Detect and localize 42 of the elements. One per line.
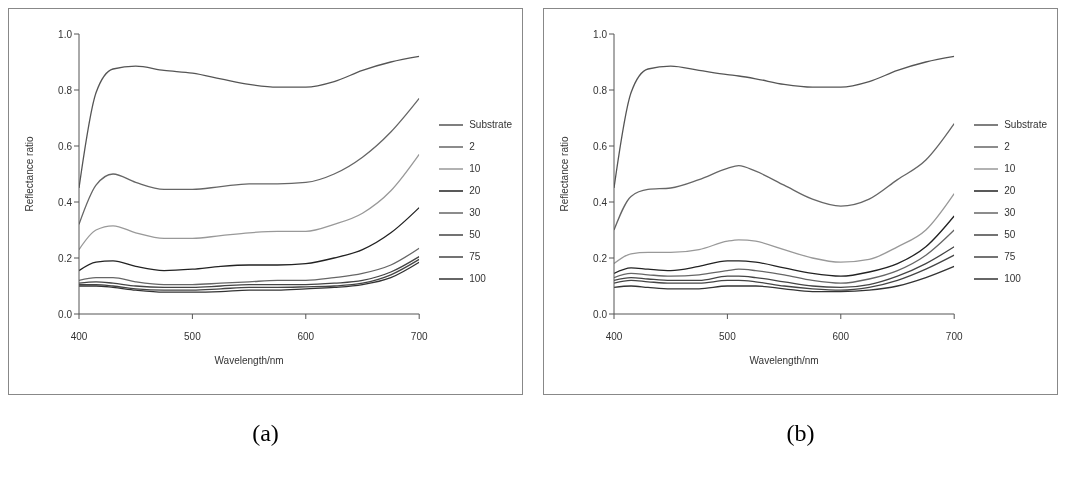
legend-label: 50 [1004,229,1016,240]
x-tick-label: 700 [945,331,963,343]
x-tick-label: 700 [410,331,428,343]
legend-label: 20 [469,185,481,196]
x-tick-label: 600 [297,331,315,343]
x-tick-label: 400 [70,331,88,343]
x-tick-label: 500 [184,331,202,343]
y-tick-label: 0.2 [58,252,73,264]
x-axis-title: Wavelength/nm [749,355,819,366]
y-tick-label: 0.0 [593,308,608,320]
legend-label: 75 [1004,251,1016,262]
legend-label: 10 [1004,163,1016,174]
y-tick-label: 0.6 [593,140,608,152]
y-tick-label: 0.8 [58,84,73,96]
y-tick-label: 0.6 [58,140,73,152]
y-axis-title: Reflectance ratio [23,136,35,212]
y-tick-label: 0.4 [593,196,608,208]
y-tick-label: 1.0 [593,28,608,40]
legend-label: 50 [469,229,481,240]
y-tick-label: 0.4 [58,196,73,208]
legend-label: 75 [469,251,481,262]
y-tick-label: 0.8 [593,84,608,96]
legend-label: 100 [469,273,486,284]
legend-label: 2 [1004,141,1010,152]
legend-label: Substrate [1004,119,1047,130]
x-tick-label: 600 [832,331,850,343]
text: (b) [785,420,816,447]
y-tick-label: 1.0 [58,28,73,40]
y-tick-label: 0.2 [593,252,608,264]
legend-label: 30 [469,207,481,218]
x-axis-title: Wavelength/nm [214,355,284,366]
legend-label: Substrate [469,119,512,130]
legend-label: 2 [469,141,475,152]
x-tick-label: 400 [605,331,623,343]
y-tick-label: 0.0 [58,308,73,320]
legend-label: 100 [1004,273,1021,284]
legend-label: 10 [469,163,481,174]
y-axis-title: Reflectance ratio [558,136,570,212]
legend-label: 20 [1004,185,1016,196]
x-tick-label: 500 [719,331,737,343]
legend-label: 30 [1004,207,1016,218]
text: (a) [251,420,280,447]
